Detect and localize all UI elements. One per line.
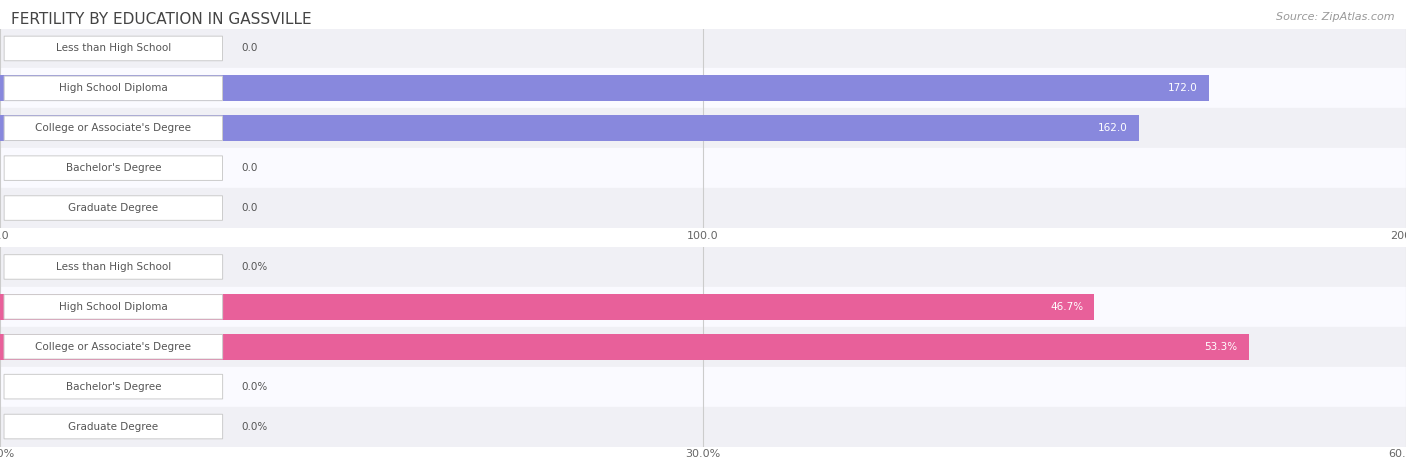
Bar bbox=[0, 334, 1249, 360]
FancyBboxPatch shape bbox=[4, 156, 222, 180]
FancyBboxPatch shape bbox=[4, 255, 222, 279]
FancyBboxPatch shape bbox=[4, 76, 222, 101]
Bar bbox=[0, 407, 1406, 446]
Bar bbox=[0, 68, 1406, 108]
Bar bbox=[0, 108, 1406, 148]
Bar bbox=[0, 247, 1406, 287]
FancyBboxPatch shape bbox=[4, 414, 222, 439]
FancyBboxPatch shape bbox=[4, 294, 222, 319]
FancyBboxPatch shape bbox=[4, 374, 222, 399]
Bar bbox=[0, 28, 1406, 68]
Text: 0.0: 0.0 bbox=[242, 43, 259, 54]
Text: 53.3%: 53.3% bbox=[1205, 342, 1237, 352]
FancyBboxPatch shape bbox=[4, 116, 222, 141]
Text: College or Associate's Degree: College or Associate's Degree bbox=[35, 342, 191, 352]
Text: College or Associate's Degree: College or Associate's Degree bbox=[35, 123, 191, 133]
Text: 0.0: 0.0 bbox=[242, 203, 259, 213]
Text: 0.0%: 0.0% bbox=[242, 421, 269, 432]
Text: 0.0%: 0.0% bbox=[242, 262, 269, 272]
Text: Bachelor's Degree: Bachelor's Degree bbox=[66, 163, 162, 173]
Text: 162.0: 162.0 bbox=[1098, 123, 1128, 133]
Text: Graduate Degree: Graduate Degree bbox=[69, 203, 159, 213]
Bar bbox=[0, 367, 1406, 407]
Bar bbox=[0, 188, 1406, 228]
Text: FERTILITY BY EDUCATION IN GASSVILLE: FERTILITY BY EDUCATION IN GASSVILLE bbox=[11, 12, 312, 27]
Text: Graduate Degree: Graduate Degree bbox=[69, 421, 159, 432]
Bar bbox=[0, 148, 1406, 188]
Text: 0.0%: 0.0% bbox=[242, 381, 269, 392]
Bar bbox=[0, 287, 1406, 327]
Text: Less than High School: Less than High School bbox=[56, 43, 172, 54]
FancyBboxPatch shape bbox=[4, 36, 222, 61]
FancyBboxPatch shape bbox=[4, 196, 222, 220]
Text: Less than High School: Less than High School bbox=[56, 262, 172, 272]
Text: 46.7%: 46.7% bbox=[1050, 302, 1083, 312]
Text: Bachelor's Degree: Bachelor's Degree bbox=[66, 381, 162, 392]
Bar bbox=[0, 294, 1094, 320]
Bar bbox=[0, 76, 1209, 101]
Text: 172.0: 172.0 bbox=[1168, 83, 1198, 94]
Bar bbox=[0, 115, 1139, 141]
FancyBboxPatch shape bbox=[4, 334, 222, 359]
Text: High School Diploma: High School Diploma bbox=[59, 83, 167, 94]
Text: Source: ZipAtlas.com: Source: ZipAtlas.com bbox=[1277, 12, 1395, 22]
Bar bbox=[0, 327, 1406, 367]
Text: High School Diploma: High School Diploma bbox=[59, 302, 167, 312]
Text: 0.0: 0.0 bbox=[242, 163, 259, 173]
